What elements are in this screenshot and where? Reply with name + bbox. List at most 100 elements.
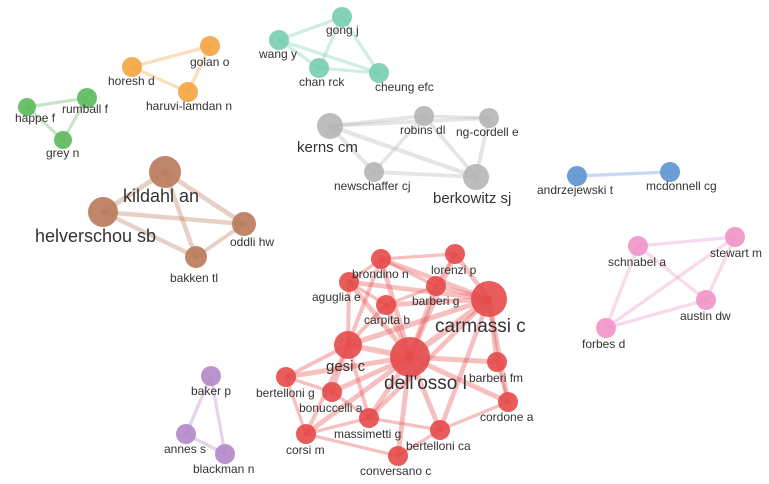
node-label-austin: austin dw xyxy=(680,309,731,323)
node-andrzejewski[interactable] xyxy=(567,166,587,186)
node-grey[interactable] xyxy=(54,131,72,149)
node-bertelloniCa[interactable] xyxy=(430,420,450,440)
node-baker[interactable] xyxy=(201,366,221,386)
node-label-baker: baker p xyxy=(191,384,231,398)
node-blackman[interactable] xyxy=(215,444,235,464)
link-kerns-berkowitz xyxy=(327,123,479,180)
node-ngcordell[interactable] xyxy=(479,108,499,128)
node-label-dellosso: dell'osso l xyxy=(384,373,467,394)
node-carmassi[interactable] xyxy=(471,281,507,317)
node-cordone[interactable] xyxy=(498,392,518,412)
node-forbes[interactable] xyxy=(596,318,616,338)
node-brondino[interactable] xyxy=(371,249,391,269)
node-austin[interactable] xyxy=(696,290,716,310)
node-gong[interactable] xyxy=(332,7,352,27)
node-dellosso[interactable] xyxy=(390,337,430,377)
link-stewart-forbes xyxy=(604,235,737,330)
node-label-bertelloniCa: bertelloni ca xyxy=(406,439,471,453)
node-happe[interactable] xyxy=(18,98,36,116)
node-chan[interactable] xyxy=(309,58,329,78)
link-schnabel-forbes xyxy=(604,244,640,330)
node-label-corsi: corsi m xyxy=(286,443,325,457)
node-gesi[interactable] xyxy=(334,331,362,359)
node-horesh[interactable] xyxy=(122,57,142,77)
link-horesh-golan xyxy=(130,44,212,69)
node-cheung[interactable] xyxy=(369,63,389,83)
node-mcdonnell[interactable] xyxy=(660,162,680,182)
nodes-layer xyxy=(18,7,745,466)
node-label-robins: robins dl xyxy=(400,123,445,137)
link-bertellonig-corsi xyxy=(284,375,308,436)
link-massimetti-bertelloniCa xyxy=(367,416,442,432)
link-carmassi-bertelloniCa xyxy=(437,296,492,433)
node-kerns[interactable] xyxy=(317,113,343,139)
node-conversano[interactable] xyxy=(388,446,408,466)
node-newschaffer[interactable] xyxy=(364,162,384,182)
node-wang[interactable] xyxy=(269,30,289,50)
link-schnabel-stewart xyxy=(636,235,737,248)
link-robins-ngcordell xyxy=(422,114,491,120)
link-helverschou-oddli xyxy=(100,209,247,227)
link-dellosso-bertellonig xyxy=(283,354,413,380)
node-rumball[interactable] xyxy=(77,88,97,108)
link-horesh-haruvi xyxy=(130,65,190,94)
node-bertellonig[interactable] xyxy=(276,367,296,387)
node-robins[interactable] xyxy=(414,106,434,126)
link-cordone-bertelloniCa xyxy=(438,400,510,432)
node-label-brondino: brondino n xyxy=(352,267,409,281)
node-helverschou[interactable] xyxy=(88,197,118,227)
node-label-horesh: horesh d xyxy=(108,74,155,88)
node-annes[interactable] xyxy=(176,424,196,444)
node-lorenzi[interactable] xyxy=(445,244,465,264)
node-label-bertellonig: bertelloni g xyxy=(256,386,315,400)
node-berkowitz[interactable] xyxy=(463,164,489,190)
node-barberig[interactable] xyxy=(426,276,446,296)
node-stewart[interactable] xyxy=(725,227,745,247)
node-corsi[interactable] xyxy=(296,424,316,444)
link-corsi-conversano xyxy=(304,432,400,458)
node-label-blackman: blackman n xyxy=(193,462,254,476)
node-haruvi[interactable] xyxy=(178,82,198,102)
node-label-carmassi: carmassi c xyxy=(435,316,526,337)
node-label-carpita: carpita b xyxy=(364,313,410,327)
node-label-golan: golan o xyxy=(190,55,230,69)
node-label-gesi: gesi c xyxy=(326,358,366,375)
link-baker-annes xyxy=(184,374,213,436)
node-barberifm[interactable] xyxy=(487,352,507,372)
link-stewart-austin xyxy=(704,235,737,302)
link-schnabel-austin xyxy=(636,244,708,302)
link-brondino-barberig xyxy=(379,257,438,288)
node-bakken[interactable] xyxy=(185,246,207,268)
node-bonuccelli[interactable] xyxy=(322,382,342,402)
node-massimetti[interactable] xyxy=(359,408,379,428)
node-carpita[interactable] xyxy=(376,295,396,315)
node-kildahl[interactable] xyxy=(149,156,181,188)
node-oddli[interactable] xyxy=(232,212,256,236)
node-label-grey: grey n xyxy=(46,146,79,160)
node-label-happe: happe f xyxy=(15,111,56,125)
node-label-kerns: kerns cm xyxy=(297,139,358,156)
node-label-barberig: barberi g xyxy=(412,294,459,308)
link-gesi-brondino xyxy=(346,257,383,347)
node-label-kildahl: kildahl an xyxy=(123,186,199,206)
node-schnabel[interactable] xyxy=(628,236,648,256)
link-carmassi-aguglia xyxy=(346,279,492,302)
link-kerns-robins xyxy=(328,114,426,128)
node-golan[interactable] xyxy=(200,36,220,56)
link-massimetti-corsi xyxy=(304,416,371,436)
link-baker-blackman xyxy=(209,374,227,456)
node-aguglia[interactable] xyxy=(339,272,359,292)
node-label-aguglia: aguglia e xyxy=(312,290,361,304)
node-label-oddli: oddli hw xyxy=(230,235,274,249)
node-label-wang: wang y xyxy=(258,47,297,61)
link-austin-forbes xyxy=(604,298,708,330)
node-label-forbes: forbes d xyxy=(582,337,625,351)
labels-layer: happe f rumball f grey n horesh d golan o har… xyxy=(15,23,762,478)
node-label-chan: chan rck xyxy=(299,75,345,89)
node-label-helverschou: helverschou sb xyxy=(35,226,156,246)
link-dellosso-corsi xyxy=(303,354,413,437)
node-label-mcdonnell: mcdonnell cg xyxy=(646,179,717,193)
node-label-rumball: rumball f xyxy=(62,102,109,116)
link-happe-rumball xyxy=(25,96,89,109)
